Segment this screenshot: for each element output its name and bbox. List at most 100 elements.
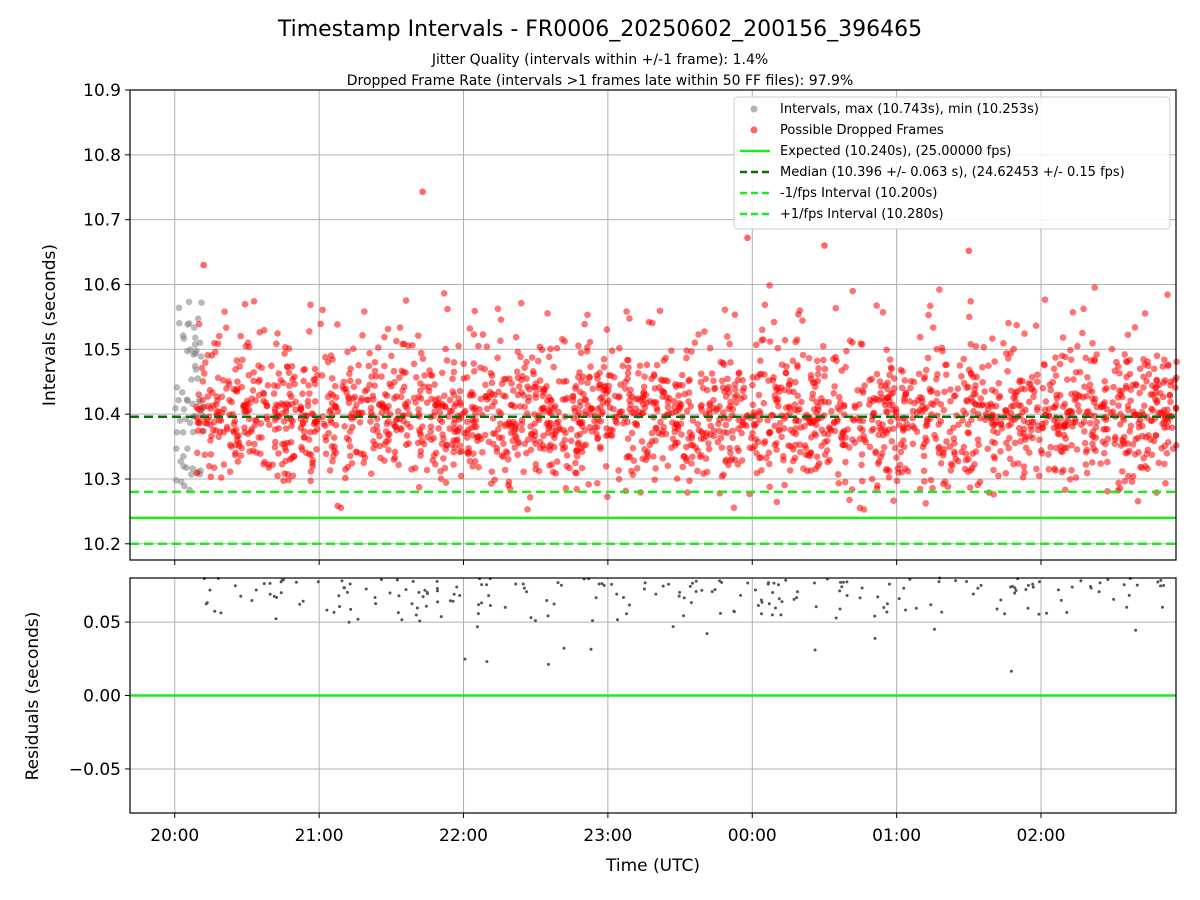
residual-point [374, 602, 378, 606]
dropped-frame-point [888, 438, 896, 445]
dropped-frame-point [497, 316, 505, 323]
dropped-frame-point [1164, 291, 1171, 298]
dropped-frame-point [967, 298, 974, 305]
residual-point [1026, 583, 1030, 587]
dropped-frame-point [514, 374, 522, 382]
dropped-frame-point [348, 415, 355, 422]
dropped-frame-point [1019, 377, 1026, 385]
dropped-frame-point [1083, 446, 1091, 454]
dropped-frame-point [413, 374, 420, 381]
dropped-frame-point [381, 390, 389, 398]
dropped-frame-point [521, 440, 529, 448]
dropped-frame-point [586, 411, 594, 419]
dropped-frame-point [963, 384, 971, 391]
residual-point [275, 595, 279, 599]
residual-point [477, 603, 481, 607]
interval-point [173, 384, 181, 391]
dropped-frame-point [970, 407, 977, 415]
dropped-frame-point [623, 454, 631, 461]
dropped-frame-point [901, 391, 909, 399]
dropped-frame-point [1134, 497, 1142, 505]
dropped-frame-point [1131, 324, 1139, 331]
dropped-frame-point [1046, 381, 1054, 388]
dropped-frame-point [512, 425, 519, 433]
dropped-frame-point [954, 457, 962, 465]
dropped-frame-point [909, 440, 917, 448]
dropped-frame-point [897, 448, 905, 456]
dropped-frame-point [207, 405, 214, 412]
dropped-frame-point [576, 402, 584, 410]
dropped-frame-point [399, 340, 406, 348]
interval-point [188, 471, 195, 478]
residual-point [529, 616, 533, 620]
dropped-frame-point [629, 444, 637, 452]
residual-point [700, 588, 704, 592]
dropped-frame-point [1124, 406, 1132, 414]
dropped-frame-point [282, 447, 290, 454]
residual-point [1125, 605, 1129, 609]
dropped-frame-point [900, 437, 907, 444]
dropped-frame-point [441, 392, 448, 399]
dropped-frame-point [291, 373, 298, 381]
intervals-x-ticks [174, 560, 1042, 565]
dropped-frame-point [947, 467, 955, 474]
dropped-frame-point [636, 362, 644, 370]
dropped-frame-point [586, 374, 593, 381]
dropped-frame-point [463, 374, 471, 381]
dropped-frame-point [275, 370, 283, 377]
dropped-frame-point [916, 333, 924, 341]
dropped-frame-point [1109, 399, 1117, 406]
residual-point [694, 589, 698, 593]
dropped-frame-point [441, 403, 449, 410]
dropped-frame-point [1000, 340, 1007, 347]
dropped-frame-point [1011, 439, 1019, 447]
dropped-frame-point [657, 418, 664, 426]
dropped-frame-point [398, 426, 405, 433]
dropped-frame-point [577, 378, 585, 386]
residual-point [480, 583, 484, 587]
dropped-frame-point [394, 408, 402, 415]
dropped-frame-point [207, 437, 214, 444]
dropped-frame-point [427, 423, 435, 431]
dropped-frame-point [567, 437, 575, 445]
dropped-frame-point [984, 445, 992, 453]
dropped-frame-point [872, 449, 880, 457]
dropped-frame-point [879, 394, 886, 402]
dropped-frame-point [1118, 387, 1126, 395]
residual-point [914, 606, 918, 610]
dropped-frame-point [616, 344, 623, 352]
dropped-frame-point [322, 422, 329, 430]
residual-point [1135, 583, 1139, 587]
dropped-frame-point [475, 463, 482, 471]
dropped-frame-point [1045, 466, 1053, 473]
dropped-frame-point [446, 407, 454, 415]
dropped-frame-point [452, 400, 460, 408]
dropped-frame-point [199, 396, 207, 404]
dropped-frame-point [260, 327, 268, 334]
dropped-frame-point [937, 417, 945, 425]
dropped-frame-point [1100, 449, 1108, 457]
residual-point [342, 586, 346, 590]
dropped-frame-point [523, 410, 531, 417]
dropped-frame-point [1171, 376, 1178, 384]
dropped-frame-point [440, 289, 448, 297]
dropped-frame-point [1109, 408, 1117, 416]
residual-point [795, 590, 799, 594]
dropped-frame-point [725, 405, 733, 413]
residual-point [610, 582, 614, 586]
residual-point [239, 594, 243, 598]
residuals-x-ticks: 20:00 21:00 22:00 23:00 00:00 01:00 02:00 [150, 813, 1066, 846]
dropped-frame-point [773, 498, 781, 506]
dropped-frame-point [758, 326, 766, 334]
dropped-frame-point [209, 389, 216, 397]
residual-point [298, 602, 302, 606]
dropped-frame-point [1039, 384, 1047, 392]
dropped-frame-point [1126, 370, 1134, 378]
residual-point [839, 580, 843, 584]
dropped-frame-point [443, 442, 450, 449]
dropped-frame-point [958, 372, 965, 380]
dropped-frame-point [1150, 365, 1158, 373]
dropped-frame-point [299, 419, 307, 427]
residual-point [347, 620, 351, 624]
dropped-frame-point [501, 466, 509, 474]
